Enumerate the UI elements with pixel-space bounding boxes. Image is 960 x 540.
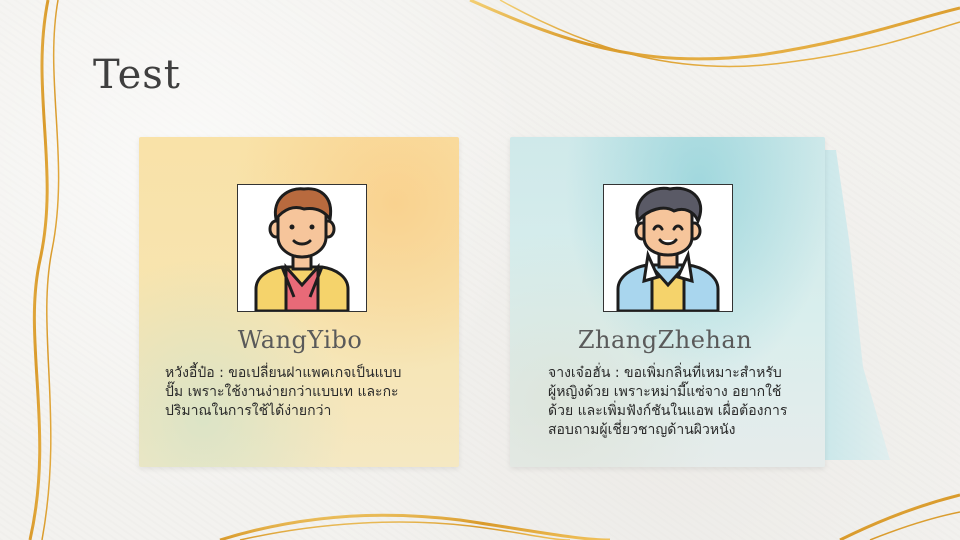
man-avatar-icon bbox=[616, 186, 720, 311]
slide-title: Test bbox=[93, 52, 181, 98]
man-avatar-icon bbox=[254, 187, 350, 311]
person-description: จางเจ๋อฮั่น : ขอเพิ่มกลิ่นที่เหมาะสำหรับ… bbox=[548, 365, 788, 438]
person-name: ZhangZhehan bbox=[577, 326, 753, 354]
avatar-zhangzhehan bbox=[603, 184, 733, 312]
person-description: หวังอี้ป๋อ : ขอเปลี่ยนฝาแพคเกจเป็นแบบ ปั… bbox=[165, 365, 402, 419]
avatar-wangyibo bbox=[237, 184, 367, 312]
person-name: WangYibo bbox=[237, 326, 363, 354]
